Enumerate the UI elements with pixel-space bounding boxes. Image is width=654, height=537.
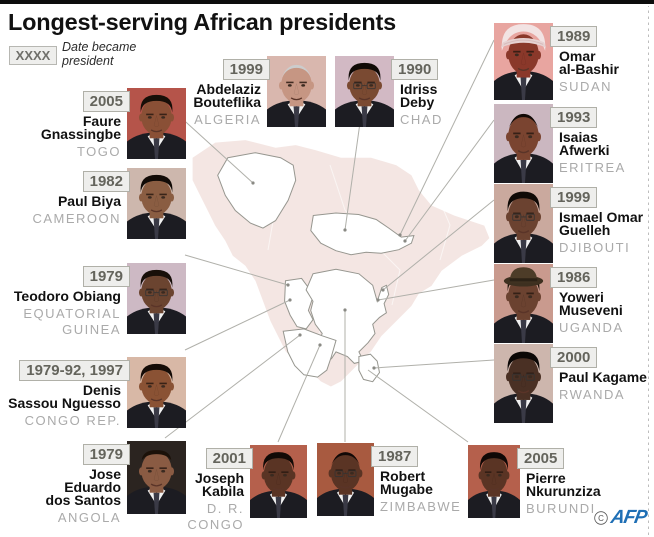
svg-text:C: C: [598, 514, 604, 523]
